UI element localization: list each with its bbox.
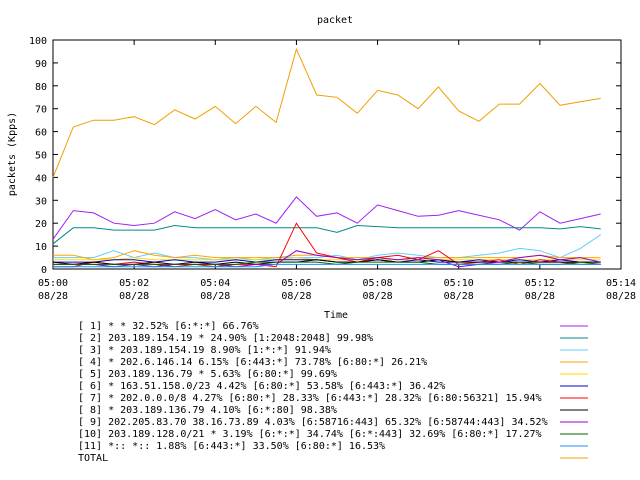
y-axis-ticks: 0 10 20 30 40 50 60 70 80 90 100 xyxy=(29,36,621,276)
legend-label: [ 7] * 202.0.0.0/8 4.27% [6:80:*] 28.33%… xyxy=(78,393,542,404)
series-line-8 xyxy=(52,259,601,265)
x-tick-date-label: 08/28 xyxy=(119,291,149,302)
y-tick-label: 60 xyxy=(35,128,47,139)
x-tick-time-label: 05:08 xyxy=(363,278,393,289)
x-tick-date-label: 08/28 xyxy=(444,291,474,302)
y-tick-label: 40 xyxy=(35,173,47,184)
y-tick-label: 30 xyxy=(35,196,47,207)
legend-label: [ 8] * 203.189.136.79 4.10% [6:*:80] 98.… xyxy=(78,405,337,416)
x-tick-time-label: 05:02 xyxy=(119,278,149,289)
plot-frame xyxy=(52,39,622,270)
chart-title: packet xyxy=(317,15,353,26)
x-tick-time-label: 05:14 xyxy=(606,278,636,289)
series-lines xyxy=(52,47,601,268)
series-line-2 xyxy=(52,224,601,245)
legend-label: [ 4] * 202.6.146.14 6.15% [6:443:*] 73.7… xyxy=(78,357,427,368)
x-tick-date-label: 08/28 xyxy=(363,291,393,302)
x-tick-time-label: 05:04 xyxy=(200,278,230,289)
x-tick-time-label: 05:00 xyxy=(38,278,68,289)
legend-label: [ 2] 203.189.154.19 * 24.90% [1:2048:204… xyxy=(78,333,373,344)
y-tick-label: 90 xyxy=(35,59,47,70)
legend: [ 1] * * 32.52% [6:*:*] 66.76%[ 2] 203.1… xyxy=(78,321,588,464)
x-tick-time-label: 05:12 xyxy=(525,278,555,289)
series-line-10 xyxy=(53,261,601,265)
legend-label: [ 5] 203.189.136.79 * 5.63% [6:80:*] 99.… xyxy=(78,369,337,380)
y-tick-label: 80 xyxy=(35,82,47,93)
x-tick-time-label: 05:06 xyxy=(281,278,311,289)
x-tick-date-label: 08/28 xyxy=(525,291,555,302)
series-line-12 xyxy=(52,47,601,178)
x-tick-date-label: 08/28 xyxy=(38,291,68,302)
legend-label: [ 1] * * 32.52% [6:*:*] 66.76% xyxy=(78,321,259,332)
y-tick-label: 20 xyxy=(35,219,47,230)
x-tick-date-label: 08/28 xyxy=(200,291,230,302)
x-tick-date-label: 08/28 xyxy=(281,291,311,302)
y-tick-label: 50 xyxy=(35,151,47,162)
x-axis-label: Time xyxy=(324,310,348,321)
x-tick-date-label: 08/28 xyxy=(606,291,636,302)
legend-label: [ 6] * 163.51.158.0/23 4.42% [6:80:*] 53… xyxy=(78,381,445,392)
legend-label: [10] 203.189.128.0/21 * 3.19% [6:*:*] 34… xyxy=(78,429,542,440)
y-tick-label: 10 xyxy=(35,242,47,253)
y-tick-label: 100 xyxy=(29,36,47,47)
series-line-9 xyxy=(53,250,601,268)
legend-label: [11] *:: *:: 1.88% [6:443:*] 33.50% [6:8… xyxy=(78,441,385,452)
y-tick-label: 70 xyxy=(35,105,47,116)
y-axis-label: packets (Kpps) xyxy=(7,112,18,196)
x-tick-time-label: 05:10 xyxy=(444,278,474,289)
legend-label: [ 9] 202.205.83.70 38.16.73.89 4.03% [6:… xyxy=(78,417,548,428)
series-line-1 xyxy=(52,196,601,240)
legend-label: [ 3] * 203.189.154.19 8.90% [1:*:*] 91.9… xyxy=(78,345,331,356)
legend-label: TOTAL xyxy=(78,453,108,464)
series-line-11 xyxy=(53,263,601,268)
y-tick-label: 0 xyxy=(41,265,47,276)
